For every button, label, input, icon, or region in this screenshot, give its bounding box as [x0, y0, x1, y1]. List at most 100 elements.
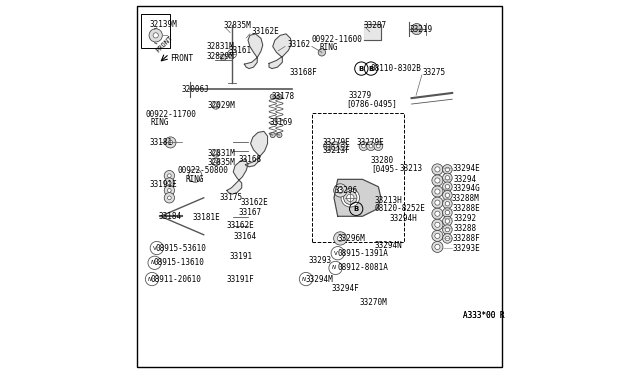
Circle shape [443, 216, 452, 226]
Text: 33213H: 33213H [374, 196, 403, 205]
Text: N: N [148, 276, 152, 282]
Circle shape [333, 184, 347, 197]
Circle shape [435, 200, 440, 205]
Text: B: B [353, 206, 359, 212]
Text: 33167: 33167 [238, 208, 261, 217]
Circle shape [445, 167, 449, 171]
Text: 33162E: 33162E [241, 198, 268, 207]
Circle shape [443, 234, 452, 243]
Circle shape [212, 158, 220, 166]
Circle shape [443, 225, 452, 234]
Circle shape [212, 102, 220, 109]
Circle shape [435, 189, 440, 194]
Circle shape [435, 233, 440, 238]
Text: 33175: 33175 [220, 193, 243, 202]
Text: 33219: 33219 [410, 25, 433, 33]
Text: 33294M: 33294M [306, 275, 333, 283]
Circle shape [362, 144, 365, 148]
Circle shape [443, 208, 452, 217]
Polygon shape [269, 34, 291, 68]
Text: 33296M: 33296M [338, 234, 365, 243]
Text: A333*00 R: A333*00 R [463, 311, 505, 320]
Text: 33287: 33287 [364, 21, 387, 30]
Circle shape [337, 187, 343, 193]
Polygon shape [364, 23, 381, 40]
Text: 33288M: 33288M [451, 195, 479, 203]
Circle shape [164, 178, 175, 188]
Circle shape [432, 208, 443, 219]
Text: 08110-8302B: 08110-8302B [371, 64, 422, 73]
Text: 33213: 33213 [399, 164, 422, 173]
Circle shape [168, 140, 173, 145]
Text: RING: RING [319, 43, 338, 52]
Circle shape [367, 142, 376, 151]
Circle shape [168, 181, 172, 185]
Text: B: B [369, 65, 374, 71]
Text: 32829M: 32829M [206, 52, 234, 61]
Circle shape [333, 144, 337, 148]
Circle shape [168, 189, 172, 192]
Text: A333*00 R: A333*00 R [463, 311, 505, 320]
Text: 32831M: 32831M [206, 42, 234, 51]
Text: 33293: 33293 [308, 256, 332, 265]
Circle shape [277, 132, 282, 138]
Text: 08912-8081A: 08912-8081A [338, 263, 388, 272]
Circle shape [369, 144, 372, 148]
Text: 08915-13610: 08915-13610 [153, 258, 204, 267]
Polygon shape [227, 160, 248, 194]
Circle shape [432, 186, 443, 197]
Circle shape [374, 142, 383, 151]
Circle shape [445, 236, 449, 241]
Circle shape [153, 33, 158, 38]
Circle shape [443, 173, 452, 183]
Text: 33162: 33162 [287, 41, 310, 49]
Text: 33168: 33168 [238, 155, 261, 164]
Text: FRONT: FRONT [154, 35, 174, 54]
Text: 08911-20610: 08911-20610 [151, 275, 202, 283]
Text: 08120-8252E: 08120-8252E [374, 204, 426, 214]
Circle shape [341, 144, 345, 148]
Text: 33279E: 33279E [356, 138, 384, 147]
Text: 33184: 33184 [158, 212, 181, 221]
Text: 33178: 33178 [271, 92, 294, 101]
Circle shape [443, 199, 452, 209]
Text: 33296: 33296 [334, 186, 357, 195]
Circle shape [435, 178, 440, 183]
Circle shape [165, 137, 176, 148]
Text: 32006J: 32006J [182, 85, 209, 94]
Circle shape [376, 144, 380, 148]
Text: 33181: 33181 [149, 138, 173, 147]
Text: 33270M: 33270M [360, 298, 388, 307]
Circle shape [344, 191, 357, 205]
Circle shape [168, 174, 172, 177]
Circle shape [326, 144, 330, 148]
Text: RING: RING [185, 175, 204, 184]
Text: 32835M: 32835M [207, 157, 235, 167]
Text: 33279: 33279 [349, 91, 372, 100]
Text: 33181E: 33181E [193, 213, 220, 222]
Circle shape [432, 197, 443, 208]
Circle shape [164, 193, 175, 203]
Text: N: N [302, 276, 306, 282]
Circle shape [277, 94, 282, 99]
Circle shape [443, 164, 452, 174]
Polygon shape [244, 34, 263, 68]
Circle shape [445, 219, 449, 223]
Text: 33191E: 33191E [149, 180, 177, 189]
Circle shape [445, 176, 449, 180]
Text: 33294H: 33294H [389, 214, 417, 223]
Text: 33162E: 33162E [252, 27, 280, 36]
Circle shape [445, 227, 449, 232]
Text: 33288F: 33288F [452, 234, 480, 243]
Text: V: V [153, 246, 157, 250]
Circle shape [435, 244, 440, 250]
Circle shape [435, 167, 440, 172]
Text: 00922-11600: 00922-11600 [312, 35, 363, 44]
Text: B: B [359, 65, 364, 71]
Circle shape [411, 23, 422, 35]
Bar [312, 113, 404, 242]
Text: N: N [332, 266, 336, 270]
Text: 33294F: 33294F [332, 284, 360, 293]
Bar [141, 14, 170, 48]
Text: FRONT: FRONT [170, 54, 193, 63]
